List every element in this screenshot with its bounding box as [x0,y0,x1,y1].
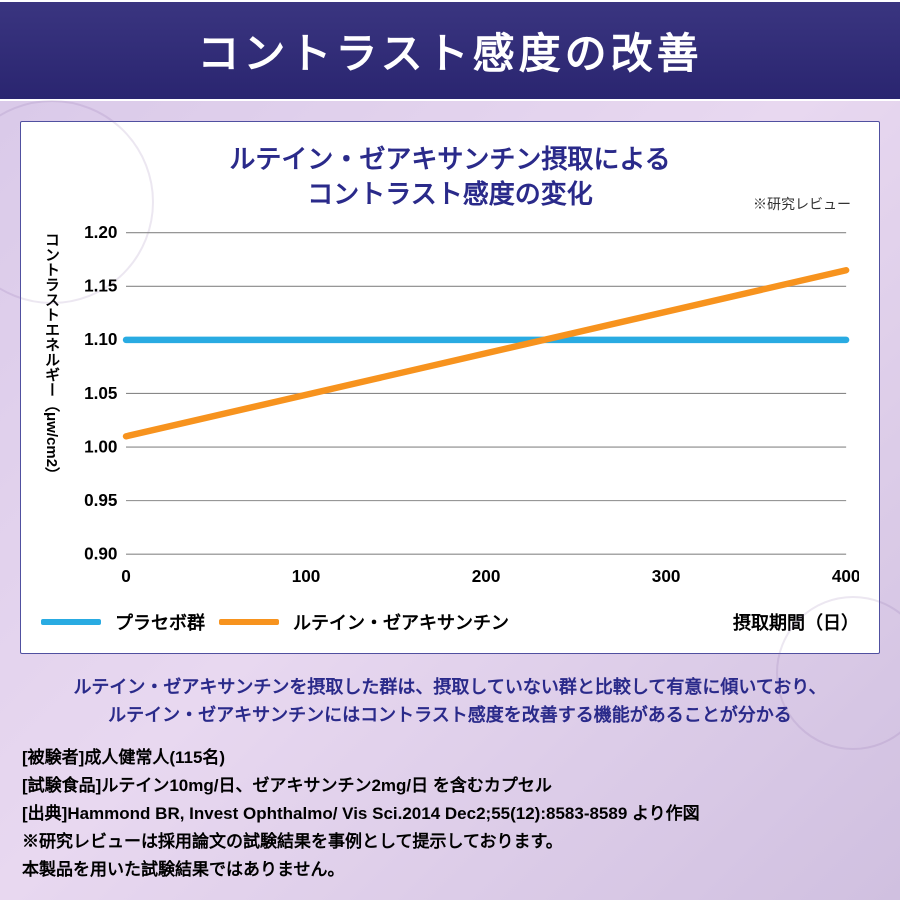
detail-source: [出典]Hammond BR, Invest Ophthalmo/ Vis Sc… [22,800,878,828]
detail-subjects: [被験者]成人健常人(115名) [22,744,878,772]
y-axis-label: コントラストエネルギー（μw/cm2） [41,222,66,597]
conclusion-line1: ルテイン・ゼアキサンチンを摂取した群は、摂取していない群と比較して有意に傾いてお… [22,674,878,702]
legend-swatch-placebo [41,619,101,625]
study-details: [被験者]成人健常人(115名) [試験食品]ルテイン10mg/日、ゼアキサンチ… [22,744,878,884]
legend-swatch-lutein [219,619,279,625]
header-band: コントラスト感度の改善 [0,0,900,101]
conclusion-line2: ルテイン・ゼアキサンチンにはコントラスト感度を改善する機能があることが分かる [22,702,878,730]
svg-text:1.00: 1.00 [84,437,117,457]
detail-note2: 本製品を用いた試験結果ではありません。 [22,856,878,884]
detail-food: [試験食品]ルテイン10mg/日、ゼアキサンチン2mg/日 を含むカプセル [22,772,878,800]
svg-text:0.95: 0.95 [84,490,118,510]
chart-svg: 0.90 0.95 1.00 1.05 1.10 1.15 1.20 0 100 200 300 40… [66,222,859,597]
chart-card: ルテイン・ゼアキサンチン摂取による コントラスト感度の変化 ※研究レビュー コン… [20,121,880,654]
svg-text:100: 100 [292,566,321,586]
line-chart: 0.90 0.95 1.00 1.05 1.10 1.15 1.20 0 100 200 300 40… [66,222,859,597]
legend: プラセボ群 ルテイン・ゼアキサンチン 摂取期間（日） [41,609,859,635]
header-title: コントラスト感度の改善 [197,32,702,78]
svg-text:1.20: 1.20 [84,222,117,242]
legend-label-lutein: ルテイン・ゼアキサンチン [293,609,509,635]
ylabel-main: コントラストエネルギー [43,232,60,397]
svg-text:300: 300 [652,566,681,586]
legend-label-placebo: プラセボ群 [115,609,205,635]
ylabel-unit: （μw/cm2） [43,397,60,482]
svg-text:1.10: 1.10 [84,329,117,349]
svg-text:1.05: 1.05 [84,383,118,403]
svg-text:200: 200 [472,566,501,586]
conclusion-text: ルテイン・ゼアキサンチンを摂取した群は、摂取していない群と比較して有意に傾いてお… [22,674,878,730]
x-axis-label: 摂取期間（日） [733,609,859,635]
chart-title-line1: ルテイン・ゼアキサンチン摂取による [41,142,859,177]
svg-text:400: 400 [832,566,859,586]
svg-text:0.90: 0.90 [84,544,117,564]
svg-text:0: 0 [121,566,131,586]
svg-text:1.15: 1.15 [84,276,118,296]
plot-area: コントラストエネルギー（μw/cm2） 0.90 0.95 1.00 1.05 1.10… [41,222,859,597]
detail-note1: ※研究レビューは採用論文の試験結果を事例として提示しております。 [22,828,878,856]
